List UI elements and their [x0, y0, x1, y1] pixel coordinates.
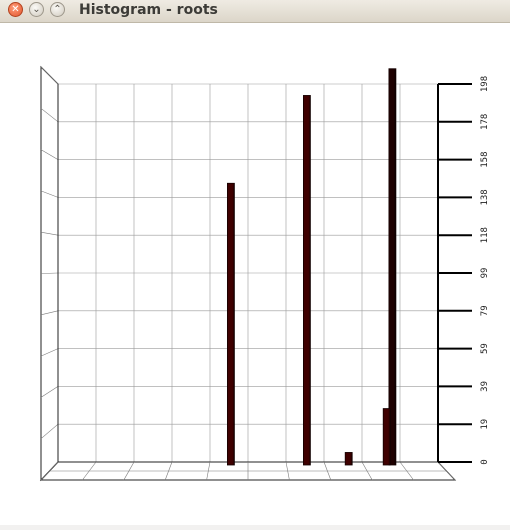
- value-axis-tick-label: 59: [480, 343, 490, 354]
- value-axis-tick-label: 19: [480, 419, 490, 430]
- value-axis-tick-label: 118: [480, 227, 490, 243]
- value-axis-tick-label: 39: [480, 381, 490, 392]
- histogram-bar-side: [394, 69, 396, 466]
- value-axis-tick-label: 79: [480, 305, 490, 316]
- left-wall-grid-line: [40, 108, 59, 123]
- histogram-bar: [382, 408, 391, 466]
- histogram-bar-side: [308, 96, 311, 466]
- window-title: Histogram - roots: [79, 2, 218, 18]
- minimize-button[interactable]: ⌄: [29, 2, 44, 17]
- histogram-chart: 0 19 39 59 79 99 118 138 158 178 198: [39, 65, 490, 482]
- histogram-bar: [302, 95, 311, 466]
- left-wall-grid-line: [40, 190, 59, 198]
- histogram-bar-side: [232, 184, 235, 466]
- window-bottom-edge: [0, 525, 510, 530]
- value-axis-tick-label: 178: [480, 114, 490, 130]
- left-wall-grid-line: [40, 348, 59, 357]
- left-wall-grid-line: [40, 66, 59, 85]
- value-axis-tick-label: 99: [480, 268, 490, 279]
- histogram-bar: [388, 68, 397, 466]
- left-wall-grid-line: [40, 231, 59, 236]
- floor-grid-line: [40, 461, 59, 481]
- histogram-bar-side: [388, 409, 391, 465]
- histogram-bar: [344, 452, 353, 466]
- left-wall-grid-line: [40, 272, 59, 274]
- left-wall-grid-line: [40, 386, 59, 398]
- title-bar: ✕ ⌄ ⌃ Histogram - roots: [0, 0, 510, 23]
- value-axis-tick-label: 0: [480, 459, 490, 464]
- left-wall-grid-line: [40, 310, 59, 316]
- histogram-bar-side: [350, 453, 353, 465]
- histogram-bar: [226, 182, 235, 466]
- floor-grid-line: [437, 461, 456, 481]
- close-button[interactable]: ✕: [8, 2, 23, 17]
- left-wall-grid-line: [40, 149, 59, 160]
- value-axis-tick-label: 158: [480, 151, 490, 167]
- maximize-button[interactable]: ⌃: [50, 2, 65, 17]
- value-axis-tick-label: 198: [480, 76, 490, 92]
- value-axis-tick-label: 138: [480, 189, 490, 205]
- left-wall-grid-line: [40, 423, 59, 439]
